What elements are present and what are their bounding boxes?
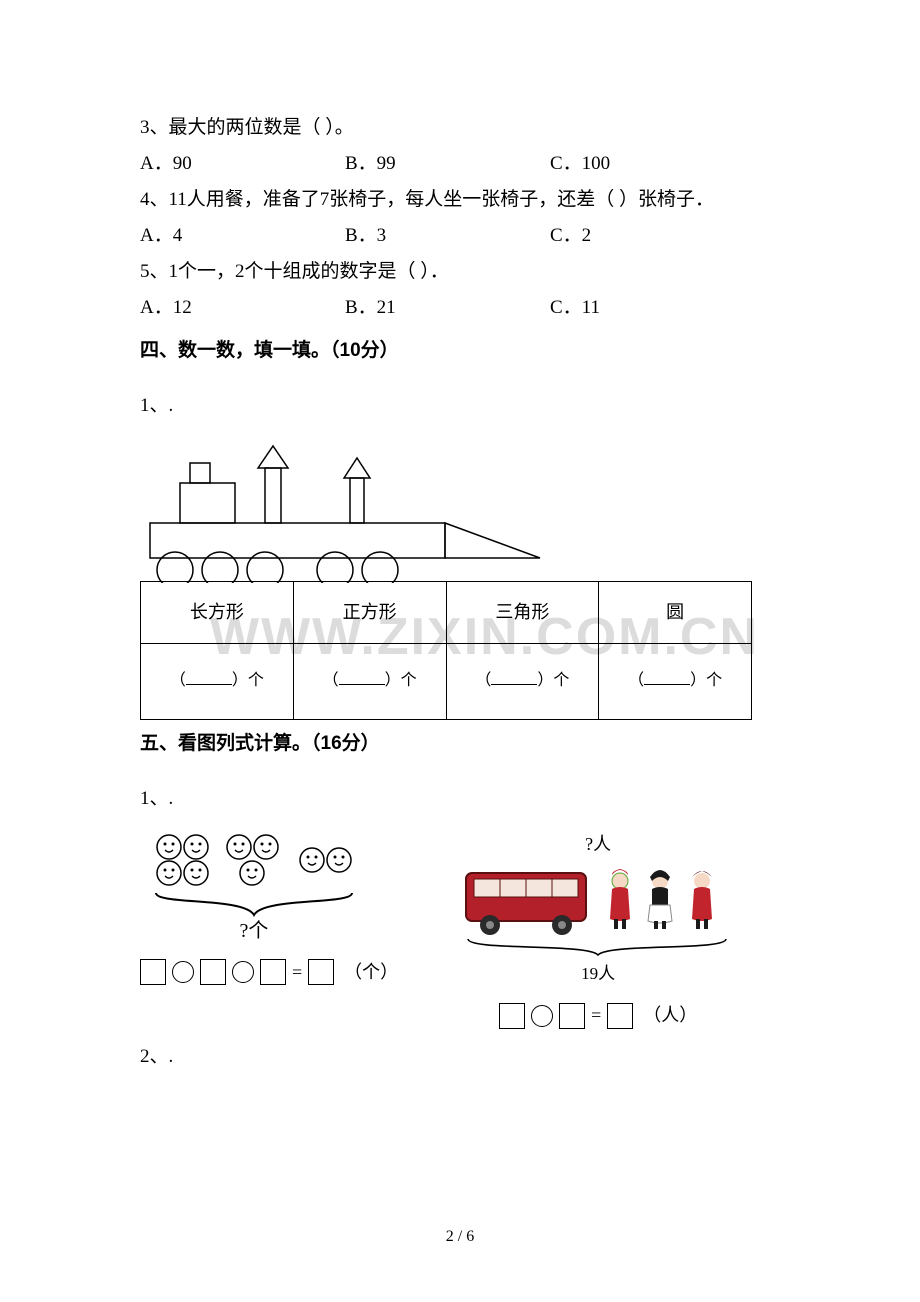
- q3-opt-b: B．99: [345, 146, 550, 182]
- circle-icon: [172, 961, 194, 983]
- box-icon: [499, 1003, 525, 1029]
- q4-stem: 4、11人用餐，准备了7张椅子，每人坐一张椅子，还差（ ）张椅子．: [140, 182, 790, 218]
- box-icon: [607, 1003, 633, 1029]
- box-icon: [559, 1003, 585, 1029]
- q3-opts: A．90 B．99 C．100: [140, 146, 790, 182]
- q4-opt-a: A．4: [140, 218, 345, 254]
- fig-right-total: 19人: [581, 958, 615, 990]
- sec4-item1: 1、.: [140, 388, 790, 424]
- eq-left: = （个）: [140, 955, 398, 989]
- count-table: 长方形 正方形 三角形 圆 （）个 （）个 （）个 （）个: [140, 581, 752, 720]
- q4-opt-c: C．2: [550, 218, 790, 254]
- circle-icon: [232, 961, 254, 983]
- q4-opts: A．4 B．3 C．2: [140, 218, 790, 254]
- count-cell-circle: （）个: [599, 643, 752, 719]
- fig-right: ?人: [458, 827, 738, 1033]
- q3-opt-c: C．100: [550, 146, 790, 182]
- eq-right: = （人）: [499, 998, 697, 1032]
- circle-icon: [531, 1005, 553, 1027]
- equals-sign: =: [292, 955, 302, 989]
- fig-left-unknown: ?个: [240, 919, 269, 942]
- equals-sign: =: [591, 998, 601, 1032]
- q5-opt-a: A．12: [140, 290, 345, 326]
- count-header-circle: 圆: [599, 581, 752, 643]
- fig-right-unknown: ?人: [585, 827, 611, 861]
- section-4-title: 四、数一数，填一填。（10分）: [140, 333, 790, 369]
- q4-opt-b: B．3: [345, 218, 550, 254]
- count-header-rect: 长方形: [141, 581, 294, 643]
- count-cell-triangle: （）个: [446, 643, 599, 719]
- q5-stem: 5、1个一，2个十组成的数字是（ ）．: [140, 254, 790, 290]
- sec5-item2: 2、.: [140, 1039, 790, 1075]
- count-header-square: 正方形: [293, 581, 446, 643]
- section-5-title: 五、看图列式计算。（16分）: [140, 726, 790, 762]
- unit-left: （个）: [344, 955, 398, 989]
- count-cell-square: （）个: [293, 643, 446, 719]
- count-header-triangle: 三角形: [446, 581, 599, 643]
- q3-opt-a: A．90: [140, 146, 345, 182]
- box-icon: [260, 959, 286, 985]
- box-icon: [308, 959, 334, 985]
- q5-opt-c: C．11: [550, 290, 790, 326]
- unit-right: （人）: [643, 998, 697, 1032]
- q5-opt-b: B．21: [345, 290, 550, 326]
- box-icon: [140, 959, 166, 985]
- box-icon: [200, 959, 226, 985]
- sec5-item1: 1、.: [140, 781, 790, 817]
- count-cell-rect: （）个: [141, 643, 294, 719]
- page-footer: 2 / 6: [0, 1222, 920, 1252]
- q5-opts: A．12 B．21 C．11: [140, 290, 790, 326]
- fig-left: ?个 = （个）: [140, 827, 398, 1033]
- train-figure: [140, 428, 560, 583]
- q3-stem: 3、最大的两位数是（ ）。: [140, 110, 790, 146]
